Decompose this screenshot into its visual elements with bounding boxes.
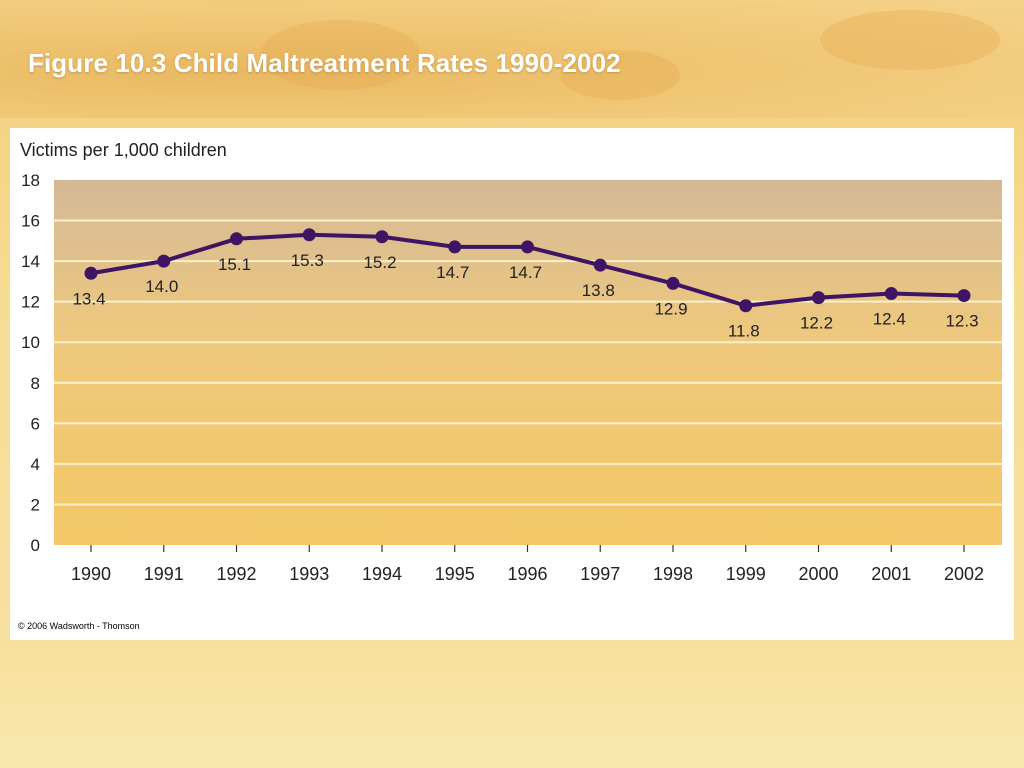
x-tick-label: 1998	[653, 564, 693, 584]
x-tick-label: 2001	[871, 564, 911, 584]
data-label: 12.4	[873, 310, 906, 329]
data-point	[593, 258, 607, 272]
y-tick-label: 4	[31, 455, 40, 474]
x-tick-label: 1996	[507, 564, 547, 584]
x-tick-label: 1999	[726, 564, 766, 584]
data-label: 15.3	[291, 251, 324, 270]
y-axis-label: Victims per 1,000 children	[20, 140, 227, 160]
y-tick-label: 8	[31, 374, 40, 393]
x-tick-label: 2000	[798, 564, 838, 584]
x-tick-label: 1993	[289, 564, 329, 584]
x-tick-label: 1990	[71, 564, 111, 584]
data-point	[521, 240, 534, 254]
data-label: 14.0	[145, 277, 178, 296]
data-point	[302, 228, 316, 242]
data-label: 12.9	[654, 299, 687, 318]
data-point	[157, 254, 171, 268]
data-label: 15.1	[218, 255, 251, 274]
data-point	[884, 287, 898, 301]
data-label: 15.2	[363, 253, 396, 272]
x-tick-label: 2002	[944, 564, 984, 584]
line-chart: Victims per 1,000 children 0 2 4 6 8 10 12 14 16…	[20, 140, 1002, 584]
texture-blot	[260, 20, 420, 90]
y-tick-label: 6	[31, 414, 40, 433]
x-tick-label: 1991	[144, 564, 184, 584]
y-tick-label: 10	[21, 333, 40, 352]
data-point	[230, 232, 243, 246]
bottom-texture	[0, 640, 1024, 768]
chart-panel: Victims per 1,000 children 0 2 4 6 8 10 12 14 16…	[10, 128, 1014, 640]
x-tick-label: 1995	[435, 564, 475, 584]
data-label: 14.7	[436, 263, 469, 282]
data-point	[812, 291, 825, 305]
data-point	[375, 230, 389, 244]
copyright-note: © 2006 Wadsworth - Thomson	[18, 621, 140, 631]
y-tick-label: 12	[21, 293, 40, 312]
data-point	[739, 299, 753, 313]
y-tick-label: 0	[31, 536, 40, 555]
header-band	[0, 0, 1024, 118]
texture-blot	[560, 50, 680, 100]
data-label: 13.4	[72, 289, 105, 308]
x-tick-label: 1994	[362, 564, 402, 584]
y-tick-label: 14	[21, 252, 40, 271]
x-tick-label: 1997	[580, 564, 620, 584]
data-label: 12.2	[800, 314, 833, 333]
y-tick-label: 18	[21, 171, 40, 190]
y-tick-label: 2	[31, 495, 40, 514]
data-label: 14.7	[509, 263, 542, 282]
data-point	[448, 240, 462, 254]
data-label: 13.8	[582, 281, 615, 300]
data-point	[84, 266, 98, 280]
texture-blot	[820, 10, 1000, 70]
data-label: 11.8	[728, 322, 760, 341]
x-tick-label: 1992	[216, 564, 256, 584]
y-tick-label: 16	[21, 212, 40, 231]
slide-title: Figure 10.3 Child Maltreatment Rates 199…	[28, 48, 621, 78]
data-point	[957, 289, 971, 303]
plot-area	[54, 180, 1002, 545]
data-label: 12.3	[945, 312, 978, 331]
data-point	[666, 276, 680, 290]
